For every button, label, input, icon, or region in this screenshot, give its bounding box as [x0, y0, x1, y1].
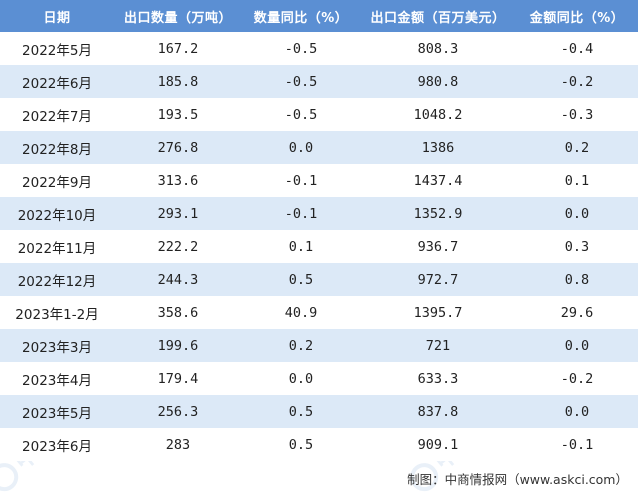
- cell-amount: 980.8: [360, 65, 516, 98]
- header-date: 日期: [0, 0, 114, 32]
- cell-amount: 972.7: [360, 263, 516, 296]
- cell-quantity-yoy: -0.5: [242, 65, 360, 98]
- source-credit: 制图：中商情报网（www.askci.com）: [407, 472, 628, 487]
- watermark-logo-icon: [0, 457, 24, 497]
- cell-quantity-yoy: -0.5: [242, 32, 360, 65]
- cell-amount: 1352.9: [360, 197, 516, 230]
- cell-amount: 909.1: [360, 428, 516, 461]
- cell-amount-yoy: -0.2: [516, 65, 638, 98]
- header-amount-yoy: 金额同比（%）: [516, 0, 638, 32]
- cell-amount: 1048.2: [360, 98, 516, 131]
- cell-amount-yoy: 0.0: [516, 395, 638, 428]
- cell-quantity-yoy: 0.0: [242, 362, 360, 395]
- table-row: 2022年5月 167.2 -0.5 808.3 -0.4: [0, 32, 638, 65]
- table-row: 2022年9月 313.6 -0.1 1437.4 0.1: [0, 164, 638, 197]
- table-row: 2023年1-2月 358.6 40.9 1395.7 29.6: [0, 296, 638, 329]
- cell-quantity-yoy: 0.0: [242, 131, 360, 164]
- cell-date: 2022年6月: [0, 65, 114, 98]
- table-row: 2023年4月 179.4 0.0 633.3 -0.2: [0, 362, 638, 395]
- table-row: 2023年3月 199.6 0.2 721 0.0: [0, 329, 638, 362]
- cell-amount-yoy: 0.3: [516, 230, 638, 263]
- cell-quantity: 244.3: [114, 263, 242, 296]
- cell-amount-yoy: -0.4: [516, 32, 638, 65]
- table-row: 2022年12月 244.3 0.5 972.7 0.8: [0, 263, 638, 296]
- cell-quantity: 193.5: [114, 98, 242, 131]
- header-export-quantity: 出口数量（万吨）: [114, 0, 242, 32]
- table-row: 2022年7月 193.5 -0.5 1048.2 -0.3: [0, 98, 638, 131]
- cell-quantity: 179.4: [114, 362, 242, 395]
- cell-amount: 1395.7: [360, 296, 516, 329]
- cell-quantity-yoy: 0.5: [242, 263, 360, 296]
- cell-amount: 837.8: [360, 395, 516, 428]
- cell-date: 2022年8月: [0, 131, 114, 164]
- cell-quantity: 185.8: [114, 65, 242, 98]
- cell-quantity: 256.3: [114, 395, 242, 428]
- export-data-table: 日期 出口数量（万吨） 数量同比（%） 出口金额（百万美元） 金额同比（%） 2…: [0, 0, 638, 461]
- cell-quantity: 276.8: [114, 131, 242, 164]
- cell-quantity: 199.6: [114, 329, 242, 362]
- cell-amount: 633.3: [360, 362, 516, 395]
- table-row: 2022年10月 293.1 -0.1 1352.9 0.0: [0, 197, 638, 230]
- cell-date: 2022年12月: [0, 263, 114, 296]
- cell-amount-yoy: 0.0: [516, 197, 638, 230]
- cell-date: 2023年4月: [0, 362, 114, 395]
- cell-amount-yoy: 0.2: [516, 131, 638, 164]
- cell-quantity: 293.1: [114, 197, 242, 230]
- cell-amount: 1437.4: [360, 164, 516, 197]
- table-row: 2023年6月 283 0.5 909.1 -0.1: [0, 428, 638, 461]
- cell-date: 2022年7月: [0, 98, 114, 131]
- cell-amount-yoy: -0.1: [516, 428, 638, 461]
- cell-quantity-yoy: 0.1: [242, 230, 360, 263]
- cell-quantity-yoy: -0.1: [242, 197, 360, 230]
- cell-quantity-yoy: 0.2: [242, 329, 360, 362]
- header-export-amount: 出口金额（百万美元）: [360, 0, 516, 32]
- cell-amount: 721: [360, 329, 516, 362]
- cell-date: 2022年9月: [0, 164, 114, 197]
- cell-quantity-yoy: -0.1: [242, 164, 360, 197]
- table-row: 2023年5月 256.3 0.5 837.8 0.0: [0, 395, 638, 428]
- cell-date: 2023年1-2月: [0, 296, 114, 329]
- cell-amount: 936.7: [360, 230, 516, 263]
- table-row: 2022年6月 185.8 -0.5 980.8 -0.2: [0, 65, 638, 98]
- cell-amount-yoy: 0.8: [516, 263, 638, 296]
- cell-amount-yoy: -0.3: [516, 98, 638, 131]
- cell-amount: 1386: [360, 131, 516, 164]
- cell-quantity-yoy: 0.5: [242, 395, 360, 428]
- table-header-row: 日期 出口数量（万吨） 数量同比（%） 出口金额（百万美元） 金额同比（%）: [0, 0, 638, 32]
- cell-date: 2022年10月: [0, 197, 114, 230]
- cell-date: 2023年3月: [0, 329, 114, 362]
- cell-date: 2023年6月: [0, 428, 114, 461]
- cell-quantity: 222.2: [114, 230, 242, 263]
- cell-amount-yoy: 0.1: [516, 164, 638, 197]
- cell-date: 2022年11月: [0, 230, 114, 263]
- table-row: 2022年11月 222.2 0.1 936.7 0.3: [0, 230, 638, 263]
- cell-quantity-yoy: 40.9: [242, 296, 360, 329]
- cell-quantity-yoy: 0.5: [242, 428, 360, 461]
- cell-quantity: 283: [114, 428, 242, 461]
- cell-amount-yoy: -0.2: [516, 362, 638, 395]
- table-row: 2022年8月 276.8 0.0 1386 0.2: [0, 131, 638, 164]
- cell-quantity-yoy: -0.5: [242, 98, 360, 131]
- cell-amount: 808.3: [360, 32, 516, 65]
- cell-date: 2022年5月: [0, 32, 114, 65]
- cell-quantity: 358.6: [114, 296, 242, 329]
- header-quantity-yoy: 数量同比（%）: [242, 0, 360, 32]
- cell-quantity: 313.6: [114, 164, 242, 197]
- cell-amount-yoy: 29.6: [516, 296, 638, 329]
- cell-amount-yoy: 0.0: [516, 329, 638, 362]
- cell-date: 2023年5月: [0, 395, 114, 428]
- cell-quantity: 167.2: [114, 32, 242, 65]
